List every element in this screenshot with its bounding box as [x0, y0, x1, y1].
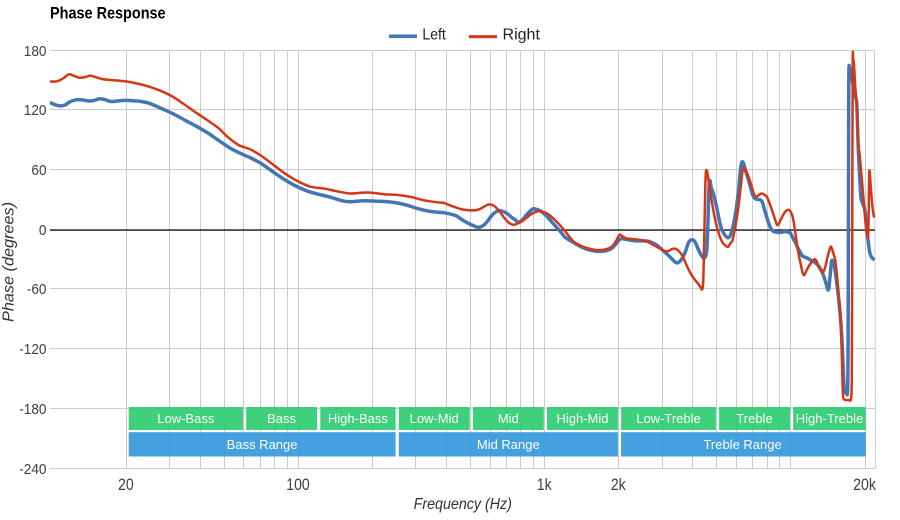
svg-text:Treble Range: Treble Range — [703, 437, 781, 452]
svg-text:Bass: Bass — [267, 411, 296, 426]
svg-text:High-Bass: High-Bass — [328, 411, 388, 426]
svg-text:Phase (degrees): Phase (degrees) — [1, 202, 18, 322]
svg-text:Low-Bass: Low-Bass — [157, 411, 215, 426]
svg-text:Low-Treble: Low-Treble — [636, 411, 701, 426]
svg-text:Phase Response: Phase Response — [50, 5, 166, 23]
svg-text:60: 60 — [31, 162, 46, 179]
svg-text:-120: -120 — [19, 341, 46, 358]
svg-text:2k: 2k — [611, 476, 627, 494]
svg-text:Treble: Treble — [736, 411, 772, 426]
svg-text:Mid Range: Mid Range — [477, 437, 540, 452]
svg-text:1k: 1k — [537, 476, 553, 494]
svg-text:20k: 20k — [853, 476, 876, 494]
svg-text:Bass Range: Bass Range — [227, 437, 298, 452]
svg-text:-180: -180 — [19, 401, 46, 418]
svg-text:100: 100 — [286, 476, 310, 494]
svg-text:0: 0 — [39, 222, 47, 239]
svg-text:Left: Left — [422, 27, 446, 44]
svg-text:High-Treble: High-Treble — [796, 411, 863, 426]
svg-text:Mid: Mid — [498, 411, 519, 426]
svg-text:High-Mid: High-Mid — [556, 411, 608, 426]
svg-text:-60: -60 — [27, 281, 47, 298]
svg-text:-240: -240 — [19, 461, 46, 478]
svg-text:Frequency (Hz): Frequency (Hz) — [414, 496, 512, 513]
svg-text:120: 120 — [24, 102, 47, 119]
svg-text:20: 20 — [118, 476, 134, 494]
svg-text:Low-Mid: Low-Mid — [410, 411, 459, 426]
svg-text:180: 180 — [24, 43, 47, 60]
svg-text:Right: Right — [503, 27, 541, 44]
